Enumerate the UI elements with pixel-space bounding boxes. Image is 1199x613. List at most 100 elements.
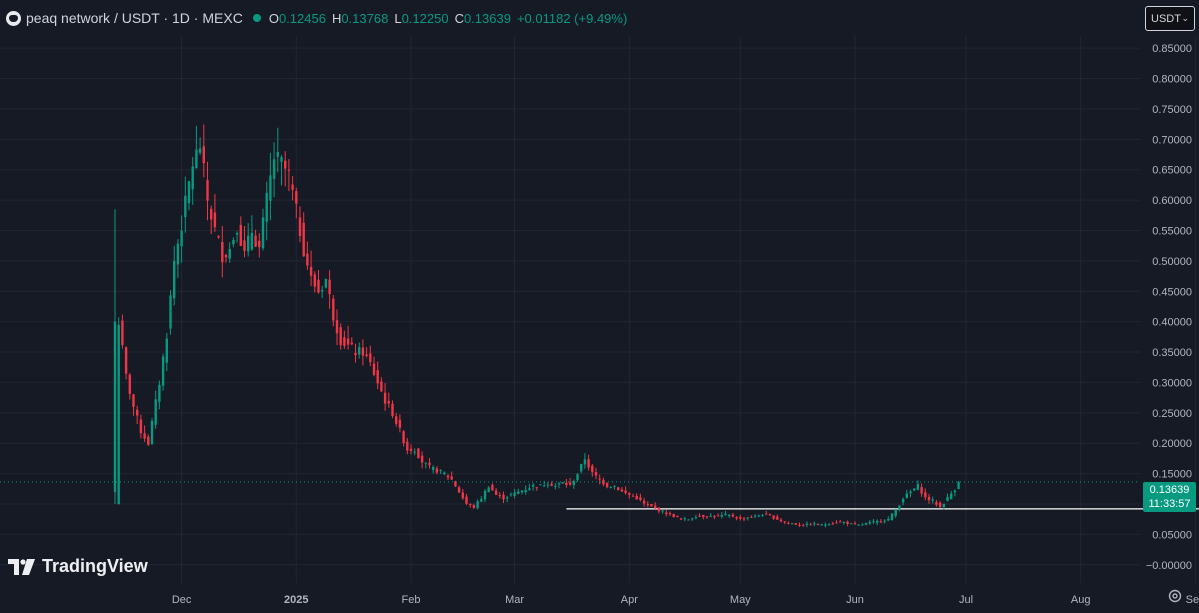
candle-body [358,347,361,355]
candle-body [432,467,435,470]
candle-body [924,492,927,498]
candle-body [531,484,535,487]
candle-body [339,327,342,346]
y-tick-label: 0.20000 [1152,438,1192,450]
candle-body [609,487,612,489]
candle-body [802,525,805,527]
candle-body [587,459,590,468]
candle-body [147,436,150,445]
candle-body [580,463,583,472]
candle-body [517,491,520,494]
tradingview-logo[interactable]: TradingView [8,556,148,577]
candle-body [324,278,328,288]
candle-body [365,354,368,356]
candle-body [161,356,165,386]
y-tick-label: 0.65000 [1152,165,1192,177]
candle-body [350,342,353,345]
symbol-title[interactable]: peaq network / USDT · 1D · MEXC [26,10,243,26]
candle-body [728,514,731,517]
candle-body [254,235,257,247]
candle-body [920,487,923,494]
candle-body [261,217,265,249]
candle-body [757,515,760,517]
candle-body [850,523,853,525]
candle-body [657,507,661,512]
candle-body [328,279,331,295]
x-tick-label: Jun [846,594,864,606]
candle-body [864,522,868,525]
candle-body [454,481,457,487]
candle-body [287,169,291,171]
candle-body [713,516,716,518]
candle-body [631,495,635,497]
x-tick-label: 2025 [284,594,308,606]
y-tick-label: 0.80000 [1152,74,1192,86]
candle-body [942,503,945,508]
candle-body [543,485,546,487]
candle-body [309,266,313,276]
candle-body [483,491,487,500]
candle-body [480,498,483,502]
candle-body [224,254,228,258]
candle-body [613,485,616,487]
candle-body [683,518,686,520]
y-tick-label: 0.15000 [1152,469,1192,481]
currency-dropdown[interactable]: USDT ⌄ [1145,6,1195,31]
candle-body [716,515,720,517]
candle-body [909,491,912,494]
candle-body [628,492,631,495]
candle-body [742,518,746,520]
candle-body [509,494,513,496]
candle-body [469,504,472,506]
candle-body [605,483,609,488]
candle-body [491,484,494,491]
candle-body [335,320,339,334]
candle-body [243,240,246,251]
x-tick-label: Mar [505,594,524,606]
candle-body [550,483,553,486]
candle-body [465,496,468,504]
x-tick-label: Apr [621,594,638,606]
candle-body [709,515,712,517]
candle-body [735,517,738,519]
candle-body [306,253,309,266]
candle-body [387,401,390,404]
candle-body [420,455,424,463]
candle-body [927,496,931,501]
high-value: 0.13768 [341,10,389,26]
candle-body [905,493,908,498]
candle-body [398,419,402,428]
candle-body [272,159,276,179]
candle-body [150,421,154,445]
candle-body [487,487,490,493]
candle-body [354,352,357,356]
candle-body [635,495,638,500]
candle-body [835,522,838,524]
candle-body [724,513,727,516]
candle-body [576,474,579,481]
y-tick-label: 0.25000 [1152,408,1192,420]
candle-body [861,524,864,526]
settings-icon[interactable] [1167,588,1183,604]
candle-body [369,353,372,363]
candle-body [498,495,501,497]
candle-body [284,160,287,169]
candle-body [428,462,431,466]
candle-body [446,475,450,478]
candle-body [535,487,538,489]
candle-body [128,374,131,394]
candle-body [654,505,657,509]
candle-body [887,518,890,521]
y-tick-label: 0.35000 [1152,347,1192,359]
candle-body [617,487,620,491]
candle-body [524,489,527,493]
candle-body [739,517,742,519]
candle-body [280,157,283,162]
candle-body [720,514,723,517]
candle-body [765,513,768,515]
bar-countdown: 11:33:57 [1148,498,1191,510]
y-tick-label: 0.50000 [1152,256,1192,268]
last-price-value: 0.13639 [1149,484,1190,496]
candle-body [443,472,446,475]
